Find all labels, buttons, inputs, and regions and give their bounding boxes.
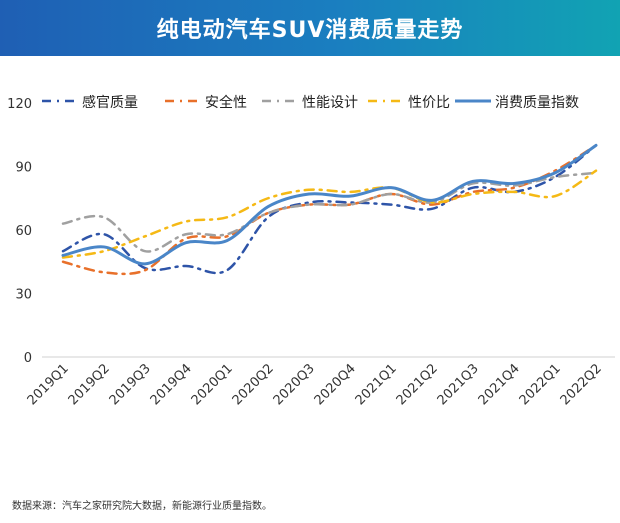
x-tick-label: 2021Q1 — [353, 361, 400, 408]
series-line-0 — [61, 144, 598, 275]
y-tick-label: 0 — [24, 351, 32, 366]
series-line-3 — [61, 169, 598, 259]
x-tick-label: 2019Q2 — [66, 361, 113, 408]
legend-label: 消费质量指数 — [495, 95, 579, 111]
legend-label: 性能设计 — [302, 95, 358, 111]
x-tick-label: 2022Q1 — [517, 361, 564, 408]
x-tick-label: 2020Q4 — [312, 361, 359, 408]
line-chart: 0 30 60 90 120 2019Q12019Q22019Q32019Q42020Q1… — [7, 94, 615, 408]
x-tick-label: 2019Q4 — [148, 361, 195, 408]
y-tick-label: 30 — [15, 288, 32, 303]
x-tick-label: 2021Q2 — [394, 361, 441, 408]
y-tick-label: 90 — [15, 161, 32, 176]
chart-title: 纯电动汽车SUV消费质量走势 — [156, 18, 464, 43]
x-tick-label: 2020Q1 — [189, 361, 236, 408]
source-note: 数据来源：汽车之家研究院大数据，新能源行业质量指数。 — [12, 501, 272, 512]
legend-label: 性价比 — [408, 95, 450, 111]
legend-label: 感官质量 — [82, 94, 138, 111]
x-tick-label: 2021Q3 — [435, 361, 482, 408]
x-tick-label: 2022Q2 — [558, 361, 605, 408]
series-line-1 — [61, 144, 598, 276]
legend-label: 安全性 — [205, 94, 247, 111]
x-tick-label: 2021Q4 — [476, 361, 523, 408]
x-tick-label: 2019Q1 — [25, 361, 72, 408]
x-tick-label: 2020Q3 — [271, 361, 318, 408]
title-banner: 纯电动汽车SUV消费质量走势 — [0, 0, 620, 56]
series-line-4 — [61, 143, 598, 266]
series-line-2 — [61, 171, 598, 253]
x-tick-label: 2020Q2 — [230, 361, 277, 408]
y-tick-label: 120 — [7, 97, 32, 112]
x-tick-label: 2019Q3 — [107, 361, 154, 408]
y-tick-label: 60 — [15, 224, 32, 239]
